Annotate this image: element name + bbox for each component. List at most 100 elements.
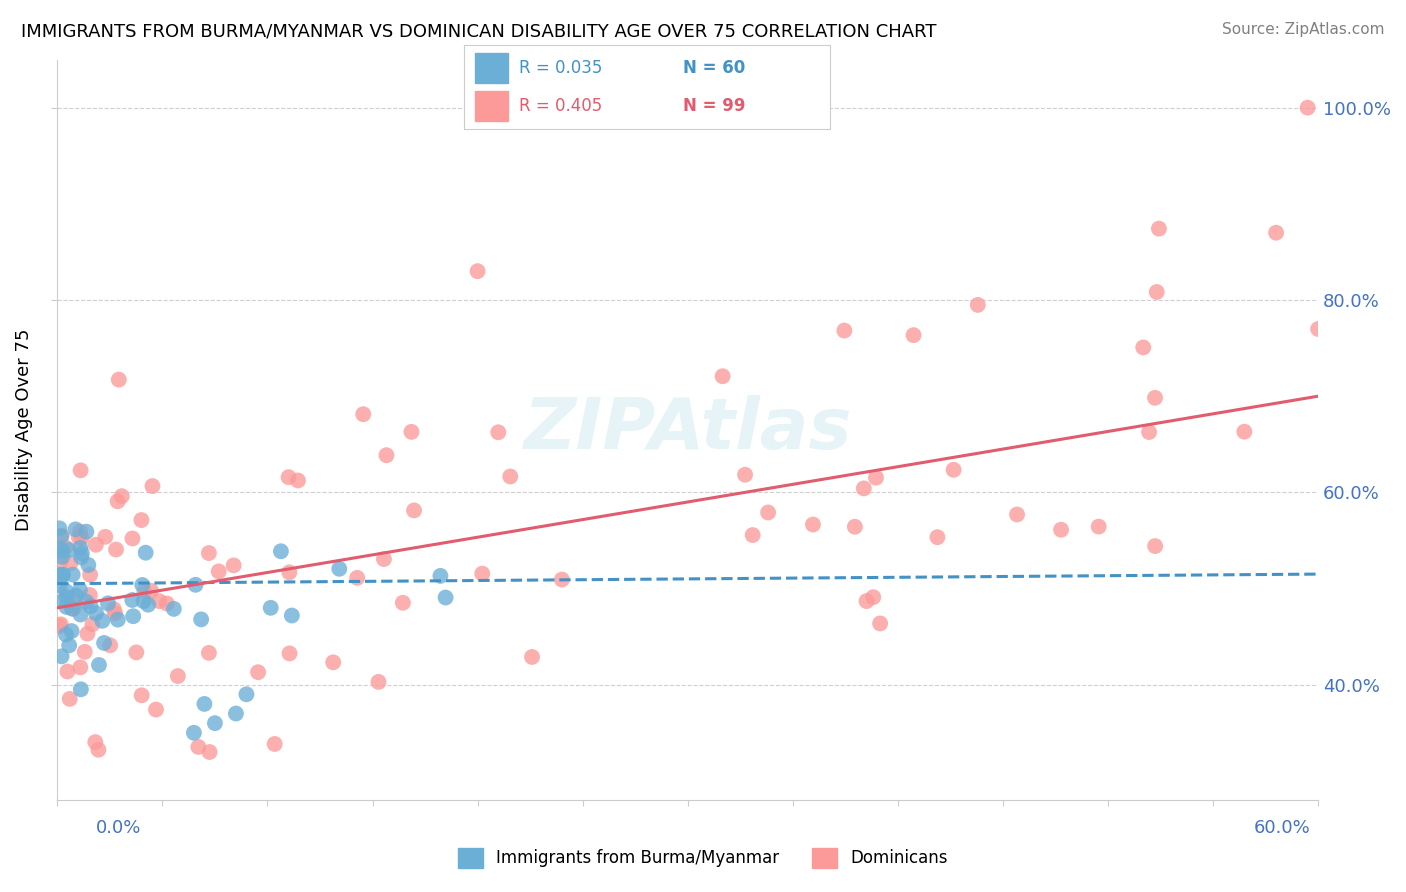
- Point: [58, 639, 80, 653]
- Text: R = 0.035: R = 0.035: [519, 59, 602, 77]
- Point: [756, 506, 779, 520]
- Point: [198, 646, 221, 660]
- Point: [942, 463, 965, 477]
- Point: [48, 521, 70, 535]
- Text: Source: ZipAtlas.com: Source: ZipAtlas.com: [1222, 22, 1385, 37]
- Point: [60, 601, 83, 615]
- Point: [111, 489, 134, 503]
- Point: [125, 645, 148, 659]
- Point: [187, 739, 209, 754]
- Point: [222, 558, 245, 573]
- Point: [55, 599, 77, 614]
- Point: [486, 425, 509, 440]
- Point: [734, 467, 756, 482]
- Point: [1308, 322, 1330, 336]
- Point: [434, 591, 457, 605]
- Legend: Immigrants from Burma/Myanmar, Dominicans: Immigrants from Burma/Myanmar, Dominican…: [451, 841, 955, 875]
- Point: [121, 593, 143, 607]
- Point: [121, 532, 143, 546]
- Point: [208, 565, 231, 579]
- Point: [77, 558, 100, 572]
- Point: [278, 566, 301, 580]
- Point: [51, 649, 73, 664]
- Point: [1144, 391, 1167, 405]
- Text: N = 99: N = 99: [683, 97, 745, 115]
- Point: [87, 657, 110, 672]
- Point: [67, 531, 90, 545]
- Point: [60, 624, 83, 638]
- Text: 0.0%: 0.0%: [96, 819, 141, 837]
- Point: [107, 373, 129, 387]
- Point: [79, 588, 101, 602]
- Point: [225, 706, 247, 721]
- Point: [193, 697, 215, 711]
- Point: [277, 470, 299, 484]
- Point: [53, 541, 76, 555]
- Point: [1144, 539, 1167, 553]
- Point: [70, 546, 93, 560]
- Point: [163, 602, 186, 616]
- Point: [141, 479, 163, 493]
- Point: [69, 660, 91, 674]
- Point: [373, 552, 395, 566]
- Bar: [475, 54, 508, 83]
- Point: [148, 594, 170, 608]
- Point: [401, 425, 423, 439]
- Point: [91, 614, 114, 628]
- Point: [63, 595, 86, 609]
- Point: [145, 702, 167, 716]
- Point: [84, 607, 107, 621]
- Point: [1147, 221, 1170, 235]
- Point: [520, 649, 543, 664]
- Bar: [475, 91, 508, 120]
- Point: [65, 522, 87, 536]
- Point: [375, 448, 398, 462]
- Point: [79, 567, 101, 582]
- Point: [49, 567, 72, 582]
- Point: [62, 602, 84, 616]
- Point: [966, 298, 988, 312]
- Point: [122, 609, 145, 624]
- Point: [346, 571, 368, 585]
- Point: [69, 607, 91, 622]
- Point: [1296, 101, 1319, 115]
- Point: [328, 562, 350, 576]
- Point: [903, 328, 925, 343]
- Point: [49, 529, 72, 543]
- Point: [94, 530, 117, 544]
- Point: [190, 612, 212, 626]
- Point: [367, 674, 389, 689]
- Point: [59, 692, 82, 706]
- Point: [1233, 425, 1256, 439]
- Point: [49, 617, 72, 632]
- Point: [429, 569, 451, 583]
- Point: [48, 619, 70, 633]
- Point: [551, 573, 574, 587]
- Point: [184, 578, 207, 592]
- Point: [322, 656, 344, 670]
- Point: [741, 528, 763, 542]
- Point: [103, 602, 125, 616]
- Point: [97, 596, 120, 610]
- Point: [93, 636, 115, 650]
- Point: [52, 593, 75, 607]
- Point: [132, 594, 155, 608]
- Text: ZIPAtlas: ZIPAtlas: [523, 395, 852, 465]
- Point: [139, 583, 162, 598]
- Point: [65, 589, 87, 603]
- Point: [1265, 226, 1288, 240]
- Point: [131, 513, 153, 527]
- Point: [84, 538, 107, 552]
- Point: [263, 737, 285, 751]
- Point: [56, 665, 79, 679]
- Point: [76, 626, 98, 640]
- Point: [75, 524, 97, 539]
- Point: [1317, 417, 1340, 431]
- Text: 60.0%: 60.0%: [1254, 819, 1310, 837]
- Point: [51, 549, 73, 564]
- Point: [1132, 340, 1154, 354]
- Point: [51, 529, 73, 543]
- Point: [287, 474, 309, 488]
- Point: [235, 687, 257, 701]
- Point: [69, 524, 91, 539]
